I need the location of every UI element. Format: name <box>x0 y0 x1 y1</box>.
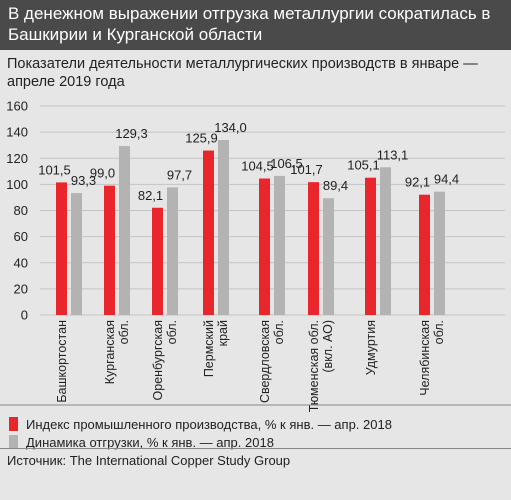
y-tick-label: 80 <box>14 203 28 218</box>
legend-label-production: Индекс промышленного производства, % к я… <box>26 416 392 432</box>
data-label: 104,5 <box>241 158 274 173</box>
x-tick-label: Свердловская обл. <box>258 320 286 403</box>
data-label: 106,5 <box>270 156 303 171</box>
legend-swatch-shipment <box>9 435 18 449</box>
legend-item-production: Индекс промышленного производства, % к я… <box>9 416 392 432</box>
bar-production <box>365 177 376 315</box>
data-label: 89,4 <box>323 178 348 193</box>
bar-shipment <box>119 146 130 315</box>
legend-swatch-production <box>9 417 18 431</box>
bar-production <box>259 178 270 315</box>
data-label: 93,3 <box>71 173 96 188</box>
x-tick-label: Челябинская обл. <box>418 320 446 396</box>
x-tick-label-line: (вкл. АО) <box>321 320 335 373</box>
chart-subtitle: Показатели деятельности металлургических… <box>7 56 478 90</box>
bar-shipment <box>380 167 391 315</box>
source-note: Источник: The International Copper Study… <box>0 448 511 500</box>
y-tick-label: 140 <box>6 125 28 140</box>
source-text: Источник: The International Copper Study… <box>7 453 291 468</box>
x-tick-label-line: Тюменская обл. <box>307 320 321 412</box>
x-tick-label-line: Удмуртия <box>364 320 378 375</box>
bar-shipment <box>71 193 82 315</box>
data-label: 125,9 <box>185 131 218 146</box>
y-tick-label: 20 <box>14 281 28 296</box>
chart-title: В денежном выражении отгрузка металлурги… <box>8 4 491 44</box>
y-tick-label: 120 <box>6 151 28 166</box>
y-tick-label: 0 <box>21 308 28 323</box>
data-label: 97,7 <box>167 167 192 182</box>
data-label: 129,3 <box>115 126 148 141</box>
x-tick-label-line: край <box>216 320 230 346</box>
x-tick-label-line: обл. <box>117 320 131 344</box>
bar-production <box>203 150 214 315</box>
bar-shipment <box>323 198 334 315</box>
x-tick-label: Удмуртия <box>364 320 378 375</box>
x-tick-label: Башкортостан <box>55 320 69 403</box>
x-tick-label-line: Пермский <box>202 320 216 377</box>
x-tick-label-line: Свердловская <box>258 320 272 403</box>
x-tick-label-line: Курганская <box>103 320 117 384</box>
data-label: 92,1 <box>405 175 430 190</box>
chart-header: В денежном выражении отгрузка металлурги… <box>0 0 511 50</box>
x-tick-label: Курганская обл. <box>103 320 131 384</box>
data-label: 94,4 <box>434 172 459 187</box>
x-tick-label-line: Челябинская <box>418 320 432 396</box>
y-tick-label: 60 <box>14 229 28 244</box>
data-label: 105,1 <box>347 158 380 173</box>
x-tick-label-line: обл. <box>272 320 286 344</box>
bar-shipment <box>167 187 178 315</box>
data-label: 113,1 <box>377 147 409 162</box>
x-tick-label-line: обл. <box>432 320 446 344</box>
x-tick-label-line: Башкортостан <box>55 320 69 403</box>
bar-production <box>104 185 115 315</box>
x-tick-label: Тюменская обл. (вкл. АО) <box>307 320 335 412</box>
x-tick-label-line: Оренбургская <box>151 320 165 400</box>
bar-production <box>152 207 163 315</box>
data-label: 101,5 <box>38 162 71 177</box>
x-tick-label: Пермский край <box>202 320 230 377</box>
x-tick-label-line: обл. <box>165 320 179 344</box>
bar-shipment <box>218 139 229 315</box>
y-tick-label: 160 <box>6 99 28 114</box>
data-label: 99,0 <box>90 166 115 181</box>
y-tick-label: 40 <box>14 255 28 270</box>
bar-production <box>56 182 67 315</box>
bar-shipment <box>434 191 445 315</box>
legend-item-shipment: Динамика отгрузки, % к янв. — апр. 2018 <box>9 434 274 450</box>
data-label: 134,0 <box>214 120 247 135</box>
legend-label-shipment: Динамика отгрузки, % к янв. — апр. 2018 <box>26 434 274 450</box>
y-tick-label: 100 <box>6 177 28 192</box>
bar-production <box>308 182 319 315</box>
bar-shipment <box>274 175 285 315</box>
data-label: 82,1 <box>138 188 163 203</box>
bar-production <box>419 194 430 315</box>
data-label: 101,7 <box>290 162 323 177</box>
x-tick-label: Оренбургская обл. <box>151 320 179 400</box>
